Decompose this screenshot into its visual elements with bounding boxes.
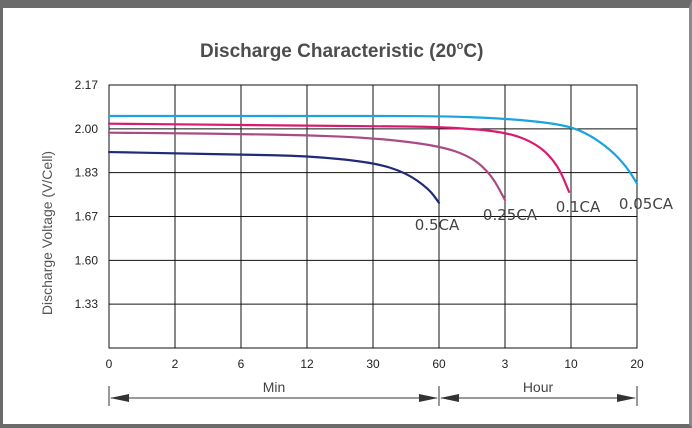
y-tick-label: 1.83: [75, 166, 99, 180]
series-line-0-25ca: [107, 131, 507, 202]
x-tick-label: 6: [238, 357, 245, 371]
arrow-right-icon: [419, 394, 438, 402]
series-line-0-05ca: [107, 114, 639, 185]
y-tick-label: 1.60: [75, 253, 99, 267]
y-tick-label: 2.00: [75, 122, 99, 136]
series-line-0-5ca: [107, 150, 441, 204]
arrow-right-icon: [617, 394, 636, 402]
segment-label: Hour: [523, 379, 554, 395]
arrow-left-icon: [110, 394, 129, 402]
arrow-left-icon: [440, 394, 459, 402]
chart-title-main: Discharge Characteristic (20: [200, 41, 457, 62]
series-label-0-25ca: 0.25CA: [483, 206, 538, 224]
y-tick-label: 2.17: [75, 78, 99, 92]
x-segments: Min Hour: [108, 379, 638, 406]
x-tick-label: 20: [630, 357, 644, 371]
x-tick-label: 3: [502, 357, 509, 371]
x-tick-label: 2: [172, 357, 179, 371]
x-tick-label: 12: [300, 357, 314, 371]
x-tick-label: 0: [106, 357, 113, 371]
series-label-0-1ca: 0.1CA: [556, 198, 601, 216]
tick-labels: 2.17 2.00 1.83 1.67 1.60 1.33 0 2 6 12 30 60 3 10 20: [75, 78, 644, 371]
series-line-0-1ca: [107, 122, 571, 193]
y-tick-label: 1.67: [75, 210, 99, 224]
segment-label: Min: [263, 379, 286, 395]
series-label-0-05ca: 0.05CA: [619, 195, 674, 213]
x-tick-label: 10: [564, 357, 578, 371]
y-tick-label: 1.33: [75, 297, 99, 311]
y-axis-label: Discharge Voltage (V/Cell): [39, 151, 55, 315]
series-group: 0.5CA 0.25CA 0.1CA 0.05CA: [107, 114, 674, 234]
series-label-0-5ca: 0.5CA: [415, 216, 460, 234]
chart-title-degree: o: [457, 40, 464, 52]
chart-title: Discharge Characteristic (20oC): [200, 40, 483, 62]
x-tick-label: 30: [366, 357, 380, 371]
chart-title-suffix: C): [463, 41, 483, 62]
grid: [108, 84, 638, 349]
x-tick-label: 60: [432, 357, 446, 371]
